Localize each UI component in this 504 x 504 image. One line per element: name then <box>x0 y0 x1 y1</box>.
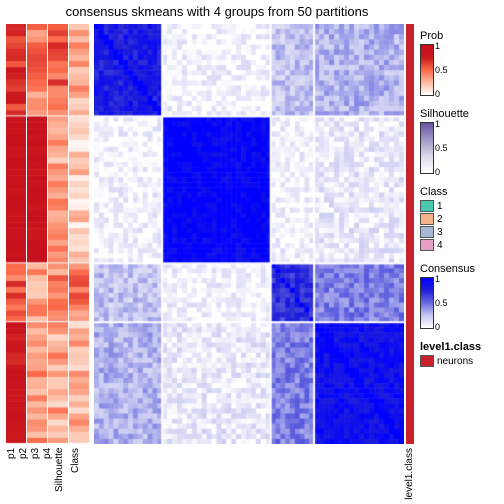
plot-title: consensus skmeans with 4 groups from 50 … <box>0 4 434 19</box>
colorbar-silhouette: 10.50 <box>420 122 434 174</box>
tick: 0.5 <box>435 143 485 153</box>
legend-consensus: Consensus 10.50 <box>420 263 498 329</box>
annotation-labels: p1 p2 p3 p4 Silhouette Class <box>6 448 86 503</box>
tick: 0.5 <box>435 298 485 308</box>
label-silhouette: Silhouette <box>54 448 66 503</box>
legend-class-item: 1 <box>420 200 498 212</box>
track-p3 <box>48 24 68 444</box>
tick: 0 <box>435 89 485 99</box>
label-p2: p2 <box>18 448 30 503</box>
label-level1class: level1.class <box>404 448 415 500</box>
label-p1: p1 <box>6 448 18 503</box>
legend-class-item: 2 <box>420 213 498 225</box>
legend-level1: level1.class neurons <box>420 341 498 367</box>
track-p4 <box>69 24 89 444</box>
label-class: Class <box>70 448 82 503</box>
tick: 1 <box>435 274 485 284</box>
tick: 1 <box>435 41 485 51</box>
label-p3: p3 <box>30 448 42 503</box>
legend-silhouette: Silhouette 10.50 <box>420 108 498 174</box>
label-p4: p4 <box>42 448 54 503</box>
colorbar-consensus: 10.50 <box>420 277 434 329</box>
track-level1class <box>406 24 414 444</box>
legend-class: Class 1234 <box>420 186 498 251</box>
legend-level1-title: level1.class <box>420 341 498 353</box>
legend-class-item: 4 <box>420 239 498 251</box>
legend-class-item: 3 <box>420 226 498 238</box>
annotation-columns <box>6 24 86 444</box>
colorbar-prob: 10.50 <box>420 44 434 96</box>
tick: 1 <box>435 119 485 129</box>
consensus-heatmap <box>94 24 404 444</box>
legends: Prob 10.50 Silhouette 10.50 Class 1234 C… <box>420 30 498 379</box>
tick: 0 <box>435 167 485 177</box>
legend-level1-item: neurons <box>420 355 498 367</box>
track-p2 <box>27 24 47 444</box>
tick: 0.5 <box>435 65 485 75</box>
legend-prob: Prob 10.50 <box>420 30 498 96</box>
track-p1 <box>6 24 26 444</box>
legend-class-title: Class <box>420 186 498 198</box>
tick: 0 <box>435 322 485 332</box>
